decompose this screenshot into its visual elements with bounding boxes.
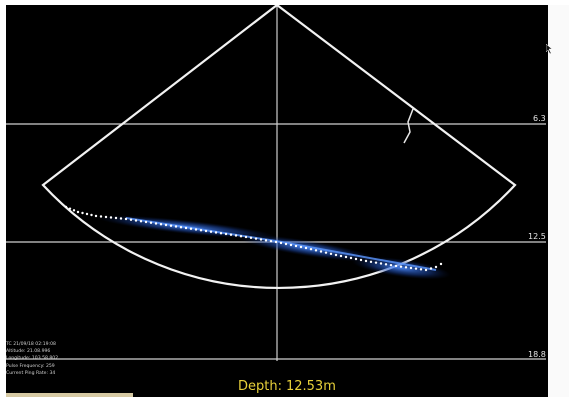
- track-dot: [174, 225, 178, 228]
- track-dot: [299, 245, 303, 249]
- track-dot: [109, 216, 113, 219]
- track-dot: [159, 223, 163, 226]
- track-dot: [76, 210, 80, 214]
- sonar-display: 6.3 12.5 18.8 TC 21/09/18 02:19:08 Altit…: [6, 5, 559, 397]
- track-dot: [219, 232, 223, 235]
- track-dot: [294, 244, 298, 248]
- track-dot: [164, 223, 168, 227]
- track-dot: [81, 211, 84, 215]
- track-dot: [269, 239, 273, 243]
- status-strip: [6, 393, 133, 397]
- depth-scale-label: 12.5: [528, 232, 546, 241]
- track-dot: [249, 236, 253, 240]
- track-dot: [119, 217, 123, 220]
- track-dot: [349, 256, 353, 260]
- telemetry-line: Current Ping Rate: 34: [6, 370, 56, 376]
- track-dot: [68, 207, 72, 210]
- track-dot: [419, 268, 423, 271]
- track-dot: [399, 265, 403, 268]
- track-dot: [104, 215, 108, 219]
- track-dot: [309, 247, 313, 251]
- track-dot: [149, 221, 153, 224]
- track-dot: [99, 215, 103, 218]
- track-dot: [394, 264, 398, 268]
- telemetry-line: Altitude: 21.08.996: [6, 349, 51, 355]
- track-dot: [374, 261, 378, 264]
- track-dot: [184, 226, 188, 230]
- track-dot: [429, 267, 433, 270]
- depth-value: 12.53m: [285, 379, 336, 394]
- side-margin: [548, 5, 569, 397]
- track-dot: [369, 260, 373, 264]
- track-dot: [169, 224, 173, 227]
- track-dot: [289, 243, 293, 247]
- track-dot: [134, 219, 138, 222]
- telemetry-panel: TC 21/09/18 02:19:08 Altitude: 21.08.996…: [6, 341, 58, 377]
- track-dot: [354, 257, 358, 261]
- track-dot: [114, 216, 118, 220]
- track-dot: [344, 255, 348, 259]
- track-dot: [264, 239, 268, 242]
- track-dot: [304, 246, 308, 250]
- track-dot: [64, 205, 68, 209]
- track-dot: [364, 259, 368, 263]
- track-dot: [414, 267, 418, 270]
- track-dot: [129, 218, 133, 221]
- track-dot: [274, 240, 278, 244]
- track-dot: [204, 229, 208, 233]
- track-dot: [319, 250, 323, 253]
- track-dot: [254, 237, 258, 240]
- track-dot: [209, 230, 213, 233]
- echo-return: [96, 215, 451, 280]
- track-dot: [229, 233, 233, 236]
- track-dot: [314, 249, 318, 252]
- track-dot: [214, 231, 218, 234]
- track-dot: [329, 252, 333, 256]
- track-dot: [239, 235, 243, 238]
- track-dot: [439, 262, 443, 266]
- track-dot: [359, 258, 363, 262]
- depth-scale-label: 18.8: [528, 350, 546, 359]
- track-dot: [379, 262, 383, 265]
- track-dot: [409, 266, 413, 270]
- track-dot: [124, 217, 128, 221]
- track-dot: [384, 263, 388, 266]
- telemetry-line: TC 21/09/18 02:19:08: [6, 342, 56, 347]
- track-dot: [85, 212, 89, 216]
- depth-label: Depth:: [238, 379, 282, 394]
- bottom-track: [64, 205, 443, 272]
- track-dot: [144, 220, 148, 224]
- track-dot: [194, 228, 198, 231]
- track-dot: [244, 235, 248, 239]
- track-dot: [154, 222, 158, 225]
- track-dot: [424, 268, 428, 272]
- track-dot: [72, 209, 76, 212]
- track-dot: [179, 226, 183, 229]
- track-dot: [90, 213, 93, 217]
- track-dot: [94, 214, 98, 218]
- telemetry-line: Pulse Frequency: 259: [6, 363, 55, 369]
- depth-readout: Depth: 12.53m: [238, 379, 336, 394]
- mouse-cursor-icon: [546, 44, 553, 54]
- track-dot: [434, 265, 438, 269]
- track-dot: [189, 227, 193, 230]
- telemetry-line: Longitude: 103.58.802: [6, 356, 59, 362]
- track-dot: [224, 232, 228, 236]
- track-dot: [279, 241, 283, 245]
- track-dot: [199, 229, 203, 232]
- track-dot: [389, 263, 393, 267]
- track-dot: [259, 238, 263, 241]
- sonar-fan-view: [6, 5, 546, 361]
- track-dot: [234, 234, 238, 237]
- track-dot: [284, 242, 288, 246]
- track-dot: [334, 253, 338, 257]
- track-dot: [404, 266, 408, 269]
- echo-artifact: [403, 108, 414, 144]
- sonar-fan-outline: [41, 5, 517, 290]
- track-dot: [339, 254, 343, 258]
- track-dot: [139, 220, 143, 223]
- depth-scale-label: 6.3: [533, 114, 546, 123]
- track-dot: [324, 251, 328, 254]
